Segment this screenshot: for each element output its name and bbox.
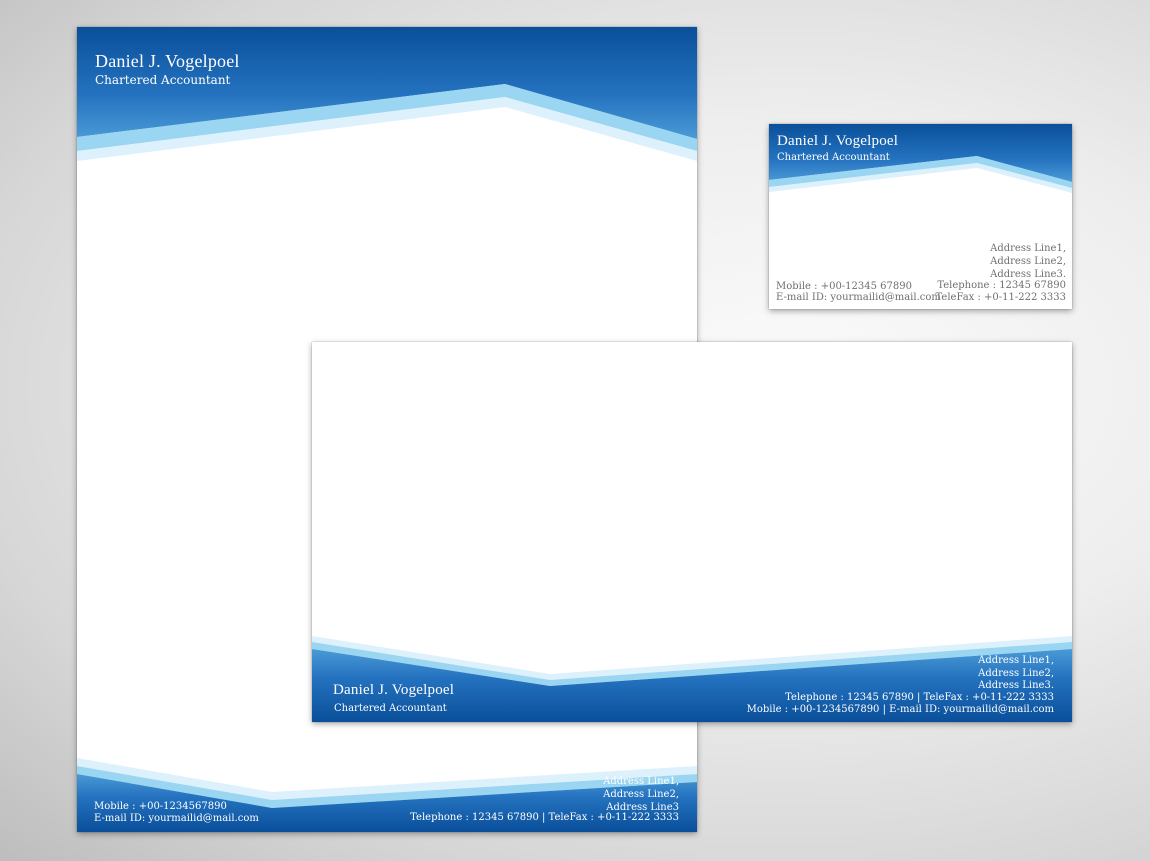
business-card-telefax: TeleFax : +0-11-222 3333 — [935, 292, 1066, 303]
letterhead-header-wave — [77, 27, 697, 161]
business-card-telephone: Telephone : 12345 67890 — [937, 280, 1066, 291]
envelope-address-line-1: Address Line1, — [978, 655, 1054, 666]
letterhead-phone-fax: Telephone : 12345 67890 | TeleFax : +0-1… — [410, 812, 679, 823]
business-card-title: Chartered Accountant — [777, 152, 890, 163]
envelope-address: Address Line1, Address Line2, Address Li… — [978, 655, 1054, 693]
letterhead-address-line-2: Address Line2, — [603, 789, 679, 800]
business-card: Daniel J. Vogelpoel Chartered Accountant… — [769, 124, 1072, 309]
business-card-address-line-1: Address Line1, — [990, 243, 1066, 254]
business-card-header-wave — [769, 124, 1072, 193]
letterhead-title: Chartered Accountant — [95, 73, 231, 87]
envelope-footer-wave — [312, 636, 1072, 722]
envelope: Daniel J. Vogelpoel Chartered Accountant… — [312, 342, 1072, 722]
business-card-address: Address Line1, Address Line2, Address Li… — [990, 242, 1066, 281]
envelope-name: Daniel J. Vogelpoel — [333, 682, 455, 698]
letterhead-mobile: Mobile : +00-1234567890 — [94, 801, 227, 812]
envelope-address-line-2: Address Line2, — [978, 667, 1054, 679]
business-card-email: E-mail ID: yourmailid@mail.com — [776, 292, 941, 303]
business-card-mobile: Mobile : +00-12345 67890 — [776, 281, 912, 292]
envelope-address-line-3: Address Line3. — [978, 680, 1054, 691]
envelope-phone-fax: Telephone : 12345 67890 | TeleFax : +0-1… — [785, 692, 1054, 703]
envelope-title: Chartered Accountant — [334, 703, 447, 714]
letterhead-email: E-mail ID: yourmailid@mail.com — [94, 813, 259, 824]
business-card-address-line-2: Address Line2, — [990, 256, 1066, 267]
envelope-mobile-email: Mobile : +00-1234567890 | E-mail ID: you… — [746, 704, 1054, 715]
letterhead-address-line-1: Address Line1, — [603, 776, 679, 787]
letterhead-name: Daniel J. Vogelpoel — [95, 51, 240, 71]
letterhead-address: Address Line1, Address Line2, Address Li… — [603, 775, 679, 814]
business-card-name: Daniel J. Vogelpoel — [777, 133, 899, 149]
letterhead-footer-wave — [77, 758, 697, 832]
letterhead-address-line-3: Address Line3 — [606, 802, 679, 813]
business-card-address-line-3: Address Line3. — [990, 269, 1066, 280]
